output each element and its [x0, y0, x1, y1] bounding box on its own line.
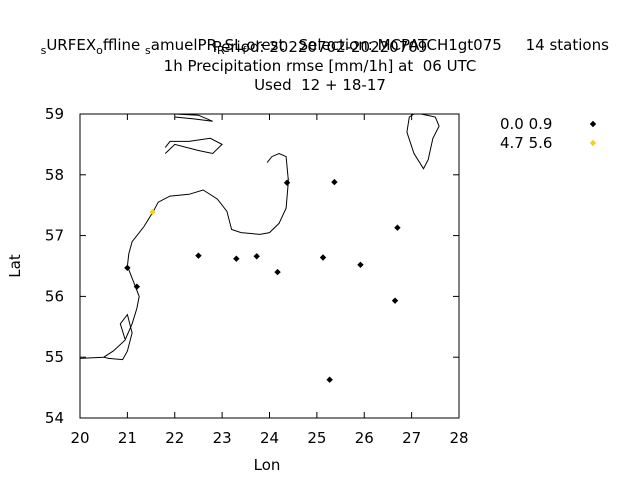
y-axis-label: Lat — [6, 254, 24, 278]
title-subscript: s — [40, 44, 47, 57]
x-tick-label: 22 — [165, 429, 184, 447]
x-tick-label: 26 — [355, 429, 374, 447]
x-tick-label: 24 — [260, 429, 279, 447]
chart-title-line-4: Used 12 + 18-17 — [254, 76, 386, 94]
legend-label: 4.7 5.6 — [500, 134, 552, 152]
data-point-series-0 — [326, 376, 333, 383]
title-subscript: s — [145, 44, 151, 57]
data-point-series-0 — [253, 253, 260, 260]
x-tick-label: 27 — [402, 429, 421, 447]
chart-title-line-3: 1h Precipitation rmse [mm/1h] at 06 UTC — [163, 57, 477, 75]
title-text: URFEX — [46, 36, 97, 54]
y-tick-label: 57 — [45, 227, 64, 245]
data-point-series-1 — [149, 208, 156, 216]
title-subscript: o — [96, 44, 103, 57]
legend-marker — [589, 139, 597, 147]
coastline — [103, 313, 133, 361]
title-subscript: R — [216, 44, 225, 57]
data-point-series-0 — [233, 255, 240, 262]
title-subscript: f — [242, 44, 247, 57]
chart-title-line-1: sURFEXoffline samuelPRRSLforest Selectio… — [0, 18, 640, 57]
data-point-series-0 — [274, 268, 281, 276]
x-tick-label: 25 — [307, 429, 326, 447]
x-tick-label: 20 — [70, 429, 89, 447]
y-tick-label: 55 — [45, 348, 64, 366]
data-point-series-0 — [124, 264, 131, 272]
data-point-series-0 — [283, 179, 291, 186]
title-text: amuelPR — [150, 36, 217, 54]
data-points — [124, 178, 401, 383]
title-text: ffline — [102, 36, 146, 54]
data-point-series-0 — [195, 252, 202, 259]
x-axis-label: Lon — [254, 456, 281, 474]
axis-ticks: 20 21 22 23 24 25 26 27 28 54 55 56 57 58 59 — [45, 105, 469, 447]
chart-title-line-2: Period: 20220702-20220709 — [212, 38, 428, 56]
y-tick-label: 58 — [45, 166, 64, 184]
x-tick-label: 28 — [449, 429, 468, 447]
y-tick-label: 56 — [45, 287, 64, 305]
coastline — [406, 114, 440, 170]
y-tick-label: 54 — [45, 409, 64, 427]
legend-label: 0.0 0.9 — [500, 115, 552, 133]
coastline — [174, 114, 213, 122]
coastline-layer — [80, 114, 440, 361]
data-point-series-0 — [394, 224, 401, 231]
legend-marker — [589, 120, 597, 128]
title-text: SL — [224, 36, 243, 54]
data-point-series-0 — [391, 297, 399, 304]
data-point-series-0 — [319, 254, 327, 261]
legend: 0.0 0.94.7 5.6 — [500, 115, 597, 152]
chart-title-segments: sURFEXoffline samuelPRRSLforest Selectio… — [40, 36, 609, 57]
x-tick-label: 23 — [213, 429, 232, 447]
title-text: orest Selection: MCPATCH1gt075 14 statio… — [246, 36, 609, 54]
data-point-series-0 — [133, 283, 141, 290]
data-point-series-0 — [357, 261, 364, 268]
coastline — [80, 152, 289, 359]
data-point-series-0 — [331, 178, 338, 186]
y-tick-label: 59 — [45, 105, 64, 123]
coastline — [164, 137, 223, 155]
x-tick-label: 21 — [118, 429, 137, 447]
